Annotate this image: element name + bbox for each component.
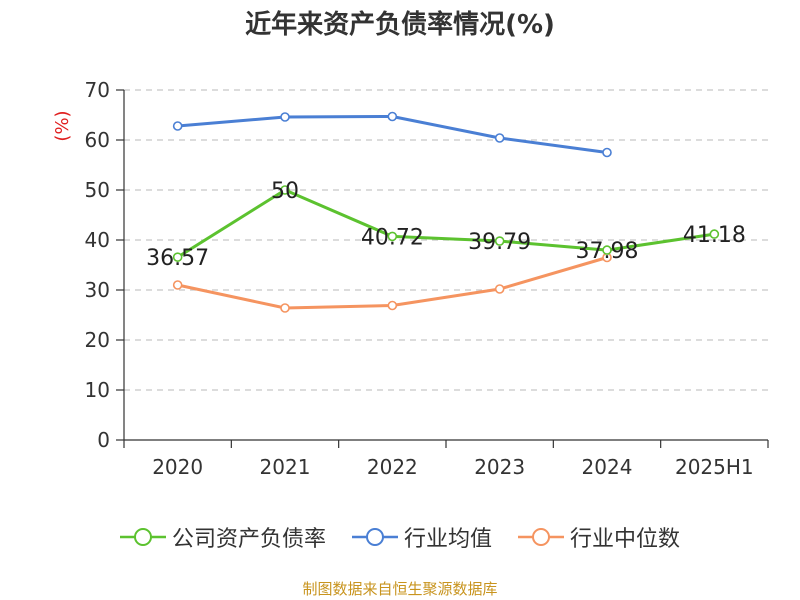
y-axis-label: (%)	[52, 110, 73, 141]
legend-label: 公司资产负债率	[171, 527, 326, 552]
y-tick-label: 50	[85, 178, 110, 202]
x-tick-label: 2025H1	[675, 455, 754, 479]
data-point	[280, 112, 290, 122]
data-point	[494, 133, 505, 143]
y-tick-label: 70	[85, 78, 110, 102]
series-line-0	[176, 188, 715, 259]
x-tick-label: 2023	[474, 455, 525, 479]
data-point	[280, 185, 290, 195]
axis-layer: 0 10 20 30 40 50 60 70 2020 2021 2022 2023 2024 2025H…	[85, 78, 769, 479]
y-tick-label: 10	[85, 378, 110, 402]
data-point	[602, 245, 612, 255]
data-label: 37.98	[576, 239, 639, 264]
data-point	[172, 252, 183, 262]
data-point	[387, 231, 398, 242]
data-point	[602, 147, 612, 158]
source-note: 制图数据来自恒生聚源数据库	[302, 580, 498, 598]
legend-item[interactable]: 公司资产负债率	[119, 521, 326, 553]
legend-item[interactable]: 行业中位数	[518, 521, 680, 553]
data-point	[709, 229, 720, 239]
y-tick-label: 40	[85, 228, 110, 252]
y-tick-label: 20	[85, 328, 110, 352]
series-line-2	[177, 256, 608, 310]
legend-line-marker	[518, 528, 564, 546]
series-line-1	[177, 115, 608, 154]
data-label-layer: 36.57 50 40.72 39.79 37.98 41.18	[146, 179, 746, 271]
series-layer	[172, 111, 720, 313]
data-point	[172, 121, 183, 131]
data-point	[387, 111, 398, 122]
legend-line-marker	[351, 528, 398, 546]
x-tick-label: 2024	[582, 455, 633, 479]
legend-label: 行业均值	[403, 527, 492, 552]
data-label: 50	[271, 179, 299, 204]
legend: 公司资产负债率 行业均值 行业中位数	[0, 520, 800, 554]
data-label: 40.72	[361, 225, 424, 250]
legend-item[interactable]: 行业均值	[351, 521, 492, 553]
legend-line-marker	[119, 528, 166, 546]
data-label: 41.18	[683, 223, 746, 248]
y-tick-label: 60	[85, 128, 110, 152]
x-tick-label: 2021	[260, 455, 311, 479]
data-point	[172, 280, 183, 290]
data-point	[280, 303, 290, 313]
x-tick-label: 2020	[152, 455, 203, 479]
y-tick-label: 30	[85, 278, 110, 302]
x-tick-label: 2022	[367, 455, 418, 479]
data-point	[494, 236, 505, 246]
chart-title: 近年来资产负债率情况(%)	[245, 10, 555, 40]
data-label: 36.57	[146, 246, 209, 271]
data-point	[387, 300, 398, 311]
y-tick-label: 0	[97, 428, 110, 452]
legend-label: 行业中位数	[570, 527, 681, 552]
data-point	[494, 284, 505, 294]
data-label: 39.79	[468, 230, 531, 255]
